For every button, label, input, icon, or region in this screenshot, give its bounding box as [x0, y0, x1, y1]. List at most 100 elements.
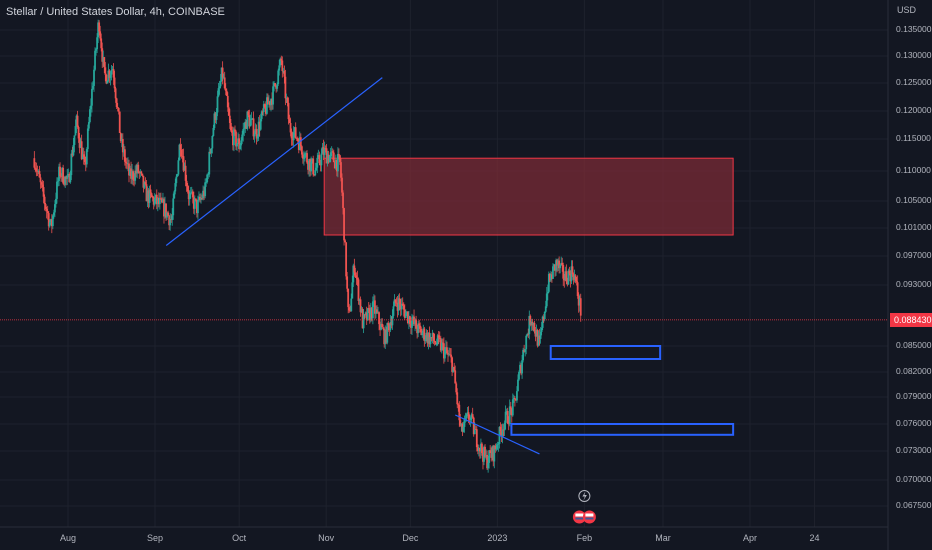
- x-tick-label: Feb: [576, 533, 593, 543]
- candle-body: [279, 58, 282, 66]
- candle-body: [384, 329, 387, 345]
- candle-body: [105, 74, 108, 84]
- candle-body: [176, 174, 179, 177]
- candle-body: [77, 127, 80, 139]
- candle-body: [127, 163, 129, 165]
- candle-body: [67, 174, 70, 176]
- candle-body: [473, 428, 476, 435]
- candle-body: [161, 198, 163, 203]
- candle-body: [133, 179, 136, 181]
- candle-body: [487, 462, 490, 469]
- trendline-1: [165, 77, 383, 246]
- candle-body: [220, 67, 223, 82]
- candle-body: [187, 191, 190, 200]
- candle-body: [524, 349, 527, 352]
- candle-body: [183, 165, 186, 171]
- candle-body: [369, 307, 372, 321]
- candle-body: [478, 447, 481, 452]
- candle-body: [556, 260, 558, 266]
- candle-body: [509, 406, 512, 409]
- candle-body: [506, 411, 509, 424]
- candle-body: [359, 299, 362, 313]
- candle-body: [355, 275, 358, 278]
- candle-body: [120, 139, 123, 142]
- candle-body: [561, 262, 564, 266]
- candle-body: [472, 417, 475, 435]
- candle-body: [128, 163, 130, 176]
- candle-body: [180, 149, 183, 157]
- candle-body: [218, 86, 221, 89]
- candle-body: [88, 109, 91, 123]
- candle-body: [445, 347, 447, 350]
- candle-body: [415, 319, 417, 329]
- candle-body: [70, 153, 73, 176]
- candle-body: [179, 144, 182, 150]
- candle-body: [286, 97, 289, 103]
- candle-body: [519, 364, 521, 372]
- x-tick-label: Nov: [318, 533, 335, 543]
- candle-body: [108, 70, 111, 78]
- candle-body: [39, 177, 42, 183]
- candle-body: [247, 111, 250, 116]
- candle-body: [239, 145, 242, 149]
- candle-body: [48, 222, 51, 227]
- candle-body: [361, 308, 364, 329]
- candle-body: [450, 354, 452, 358]
- candle-body: [396, 303, 399, 311]
- candle-body: [331, 151, 334, 153]
- candle-body: [542, 316, 545, 320]
- candle-body: [145, 184, 148, 202]
- candle-body: [373, 300, 375, 302]
- candle-body: [98, 22, 101, 32]
- candle-body: [346, 276, 349, 289]
- candle-body: [468, 419, 471, 421]
- candle-body: [69, 175, 72, 183]
- candle-body: [389, 322, 392, 331]
- candle-body: [419, 325, 422, 329]
- y-tick-label: 0.115000: [896, 133, 931, 143]
- candle-body: [40, 182, 43, 185]
- candle-body: [334, 159, 337, 169]
- y-tick-label: 0.101000: [896, 222, 932, 232]
- x-tick-label: Oct: [232, 533, 247, 543]
- candle-body: [420, 328, 423, 336]
- candle-body: [457, 404, 460, 406]
- current-price-badge: 0.088430: [890, 313, 932, 327]
- candle-body: [456, 392, 459, 405]
- candle-body: [71, 153, 74, 156]
- candle-body: [44, 204, 47, 209]
- candle-body: [193, 198, 196, 209]
- candle-body: [320, 153, 323, 166]
- symbol-title: Stellar / United States Dollar, 4h, COIN…: [6, 6, 225, 18]
- candle-body: [469, 417, 472, 421]
- candle-body: [390, 322, 393, 326]
- candle-body: [58, 166, 60, 181]
- candle-body: [535, 329, 538, 337]
- candle-body: [532, 322, 535, 326]
- candle-body: [382, 327, 385, 329]
- candle-body: [527, 334, 530, 335]
- candle-body: [73, 135, 76, 145]
- candle-body: [177, 160, 180, 175]
- candle-body: [141, 173, 144, 176]
- candle-body: [281, 60, 284, 72]
- candle-body: [388, 325, 391, 331]
- candle-body: [109, 74, 112, 78]
- candle-body: [305, 153, 307, 154]
- candle-body: [446, 347, 448, 354]
- candle-body: [156, 197, 159, 205]
- candle-body: [166, 212, 168, 218]
- candle-body: [114, 88, 117, 99]
- y-tick-label: 0.076000: [896, 418, 932, 428]
- candle-body: [541, 316, 544, 328]
- candle-body: [447, 353, 449, 355]
- y-tick-label: 0.130000: [896, 50, 932, 60]
- candle-body: [230, 130, 233, 133]
- candle-body: [260, 111, 263, 119]
- candle-body: [576, 282, 579, 297]
- candle-body: [466, 412, 469, 415]
- candle-body: [428, 332, 431, 345]
- candle-body: [467, 412, 470, 420]
- candle-body: [376, 309, 378, 313]
